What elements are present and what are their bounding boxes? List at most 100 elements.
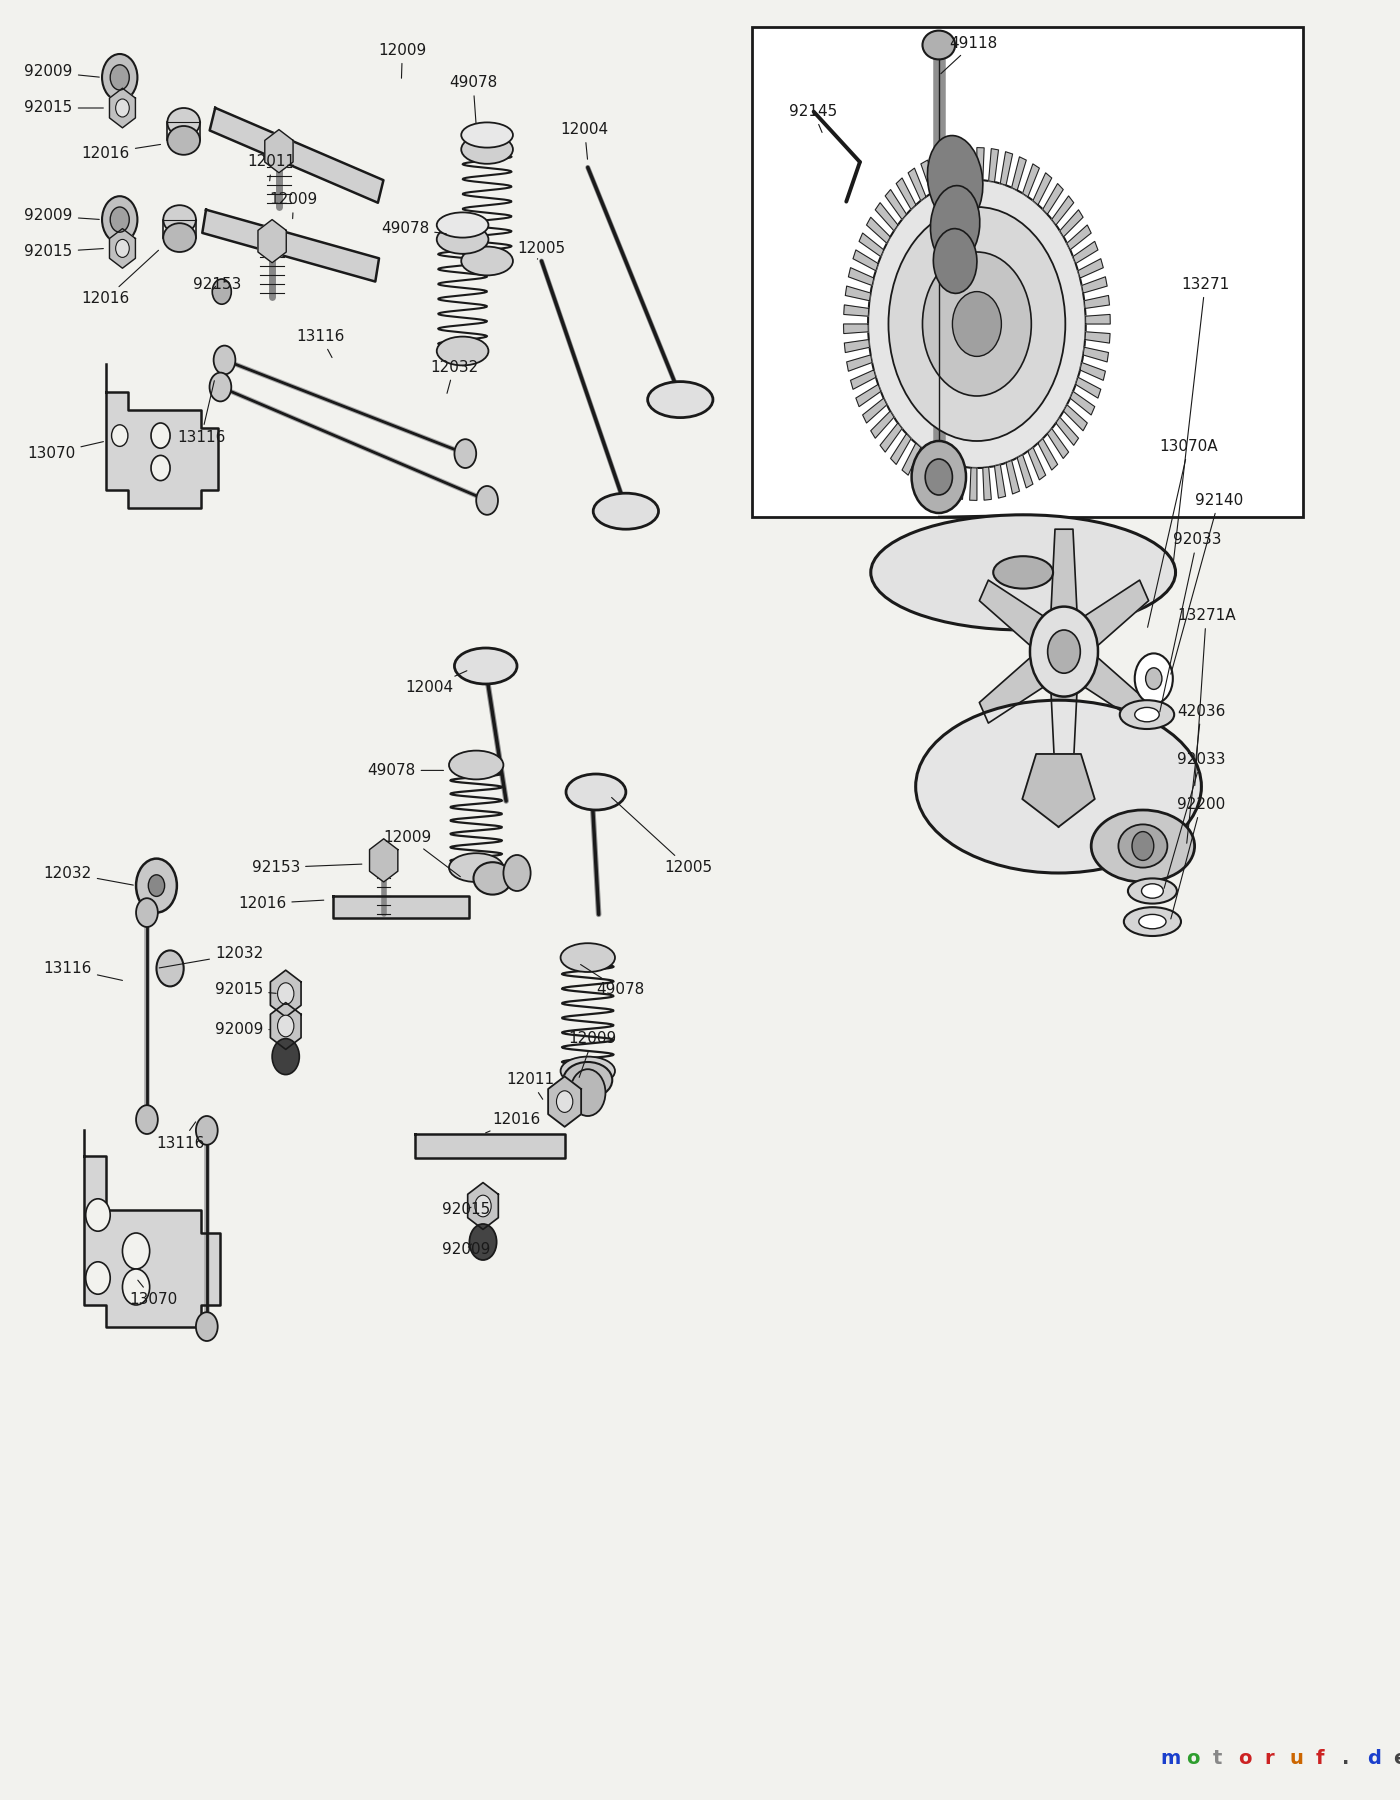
Polygon shape — [844, 324, 868, 333]
Polygon shape — [948, 149, 959, 184]
Ellipse shape — [1128, 878, 1177, 904]
Text: o: o — [1186, 1748, 1200, 1768]
Ellipse shape — [1141, 884, 1163, 898]
Circle shape — [116, 99, 129, 117]
Ellipse shape — [1119, 824, 1168, 868]
Polygon shape — [846, 286, 871, 301]
Text: 92009: 92009 — [24, 209, 99, 223]
Circle shape — [151, 455, 169, 481]
Ellipse shape — [934, 229, 977, 293]
Ellipse shape — [461, 135, 512, 164]
Polygon shape — [1079, 362, 1106, 380]
Ellipse shape — [1124, 907, 1182, 936]
Text: 92015: 92015 — [24, 245, 104, 259]
Text: 42036: 42036 — [1177, 704, 1225, 842]
Circle shape — [102, 54, 137, 101]
Polygon shape — [902, 443, 921, 475]
Polygon shape — [1078, 259, 1103, 277]
Polygon shape — [1037, 439, 1057, 470]
Ellipse shape — [594, 493, 658, 529]
Polygon shape — [1000, 151, 1012, 185]
Circle shape — [1047, 630, 1081, 673]
Circle shape — [570, 1069, 605, 1116]
Polygon shape — [921, 160, 937, 193]
Ellipse shape — [1135, 707, 1159, 722]
Polygon shape — [109, 88, 136, 128]
Text: 12005: 12005 — [612, 797, 713, 875]
Polygon shape — [1018, 455, 1033, 488]
Text: 12016: 12016 — [81, 144, 161, 160]
Ellipse shape — [461, 122, 512, 148]
Text: 13070: 13070 — [27, 441, 104, 461]
Polygon shape — [855, 385, 881, 407]
Text: 13116: 13116 — [43, 961, 122, 981]
Circle shape — [925, 459, 952, 495]
Ellipse shape — [473, 862, 511, 895]
Text: 12016: 12016 — [238, 896, 323, 911]
Ellipse shape — [923, 31, 955, 59]
Circle shape — [122, 1269, 150, 1305]
Text: .: . — [1341, 1748, 1350, 1768]
Polygon shape — [1049, 529, 1079, 652]
Polygon shape — [202, 209, 379, 281]
Ellipse shape — [437, 212, 489, 238]
Polygon shape — [871, 410, 895, 437]
Circle shape — [923, 252, 1032, 396]
Circle shape — [889, 207, 1065, 441]
Circle shape — [1145, 668, 1162, 689]
Polygon shape — [909, 167, 925, 200]
Ellipse shape — [449, 853, 504, 882]
Polygon shape — [1047, 428, 1068, 459]
Text: 49118: 49118 — [941, 36, 998, 74]
Text: 13070A: 13070A — [1148, 439, 1218, 626]
Polygon shape — [1084, 347, 1109, 362]
Polygon shape — [1022, 754, 1095, 826]
Polygon shape — [549, 1076, 581, 1127]
Text: 12011: 12011 — [248, 155, 295, 180]
Text: 92009: 92009 — [442, 1242, 490, 1256]
Polygon shape — [1085, 295, 1109, 308]
Polygon shape — [1012, 157, 1026, 191]
Text: 12009: 12009 — [384, 830, 461, 877]
Circle shape — [196, 1116, 217, 1145]
Circle shape — [1135, 653, 1173, 704]
Polygon shape — [84, 1130, 220, 1327]
Ellipse shape — [1091, 810, 1194, 882]
Bar — [752, 27, 1303, 517]
Polygon shape — [867, 218, 890, 243]
Polygon shape — [844, 340, 869, 353]
Polygon shape — [210, 108, 384, 203]
Polygon shape — [875, 203, 897, 230]
Ellipse shape — [164, 223, 196, 252]
Ellipse shape — [871, 515, 1176, 630]
Text: r: r — [1264, 1748, 1274, 1768]
Polygon shape — [1007, 461, 1019, 493]
Polygon shape — [934, 155, 948, 187]
Circle shape — [911, 441, 966, 513]
Text: u: u — [1289, 1748, 1303, 1768]
Text: 49078: 49078 — [449, 76, 497, 122]
Circle shape — [148, 875, 165, 896]
Text: 92015: 92015 — [442, 1202, 490, 1217]
Text: 92200: 92200 — [1170, 797, 1225, 920]
Polygon shape — [885, 189, 906, 220]
Text: 13116: 13116 — [297, 329, 344, 358]
Polygon shape — [1085, 315, 1110, 324]
Polygon shape — [1043, 184, 1063, 214]
Ellipse shape — [648, 382, 713, 418]
Ellipse shape — [560, 1057, 615, 1085]
Text: d: d — [1368, 1748, 1382, 1768]
Polygon shape — [414, 1134, 564, 1157]
Polygon shape — [1022, 164, 1039, 196]
Polygon shape — [1057, 580, 1148, 670]
Text: 12009: 12009 — [378, 43, 427, 77]
Polygon shape — [1075, 378, 1100, 398]
Text: 13271: 13271 — [1173, 277, 1229, 563]
Circle shape — [111, 207, 129, 232]
Ellipse shape — [1138, 914, 1166, 929]
Circle shape — [556, 1091, 573, 1112]
Text: 92140: 92140 — [1170, 493, 1243, 675]
Polygon shape — [265, 130, 293, 173]
Text: 49078: 49078 — [381, 221, 447, 236]
Polygon shape — [970, 468, 977, 500]
